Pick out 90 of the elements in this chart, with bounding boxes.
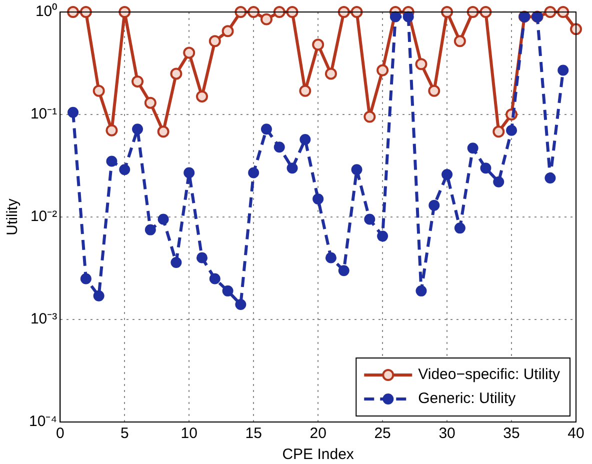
point: [390, 11, 401, 22]
point: [183, 46, 196, 59]
y-tick-label: 10⁻¹: [30, 106, 58, 123]
point: [570, 23, 582, 36]
point: [157, 126, 170, 138]
point: [428, 200, 440, 211]
y-tick-label: 10⁻²: [30, 208, 58, 226]
point: [170, 256, 182, 268]
legend-label: Generic: Utility: [418, 390, 516, 408]
point: [248, 6, 260, 18]
point: [466, 6, 479, 18]
point: [493, 176, 504, 188]
x-tick-label: 25: [374, 425, 391, 442]
point: [557, 6, 570, 18]
y-tick-label: 10⁰: [35, 3, 58, 20]
point: [544, 6, 556, 18]
point: [222, 25, 234, 38]
point: [92, 84, 105, 97]
point: [467, 142, 478, 154]
point: [300, 134, 311, 146]
point: [260, 13, 272, 26]
point: [80, 6, 92, 18]
point: [442, 168, 453, 180]
point: [364, 214, 376, 225]
point: [235, 299, 246, 310]
x-tick-label: 5: [120, 425, 129, 442]
point: [80, 273, 92, 284]
point: [273, 6, 286, 18]
point: [234, 6, 247, 18]
point: [338, 6, 350, 18]
point: [248, 167, 260, 178]
point: [68, 106, 79, 118]
point: [144, 224, 156, 236]
point: [324, 68, 337, 80]
point: [274, 142, 285, 153]
point: [351, 164, 362, 176]
point: [132, 124, 144, 135]
point: [286, 6, 298, 18]
x-tick-label: 10: [180, 425, 198, 442]
x-tick-label: 40: [568, 425, 584, 442]
point: [376, 64, 389, 76]
point: [364, 110, 376, 123]
point: [480, 6, 492, 18]
x-tick-label: 0: [56, 425, 64, 442]
point: [260, 124, 272, 135]
point: [106, 156, 118, 167]
point: [132, 75, 144, 88]
point: [93, 290, 104, 302]
point: [454, 35, 466, 48]
y-tick-label: 10⁻³: [30, 310, 58, 328]
point: [480, 162, 492, 174]
point: [377, 230, 388, 242]
point: [325, 252, 336, 264]
point: [184, 167, 195, 178]
legend-label: Video−specific: Utility: [418, 366, 560, 384]
point: [506, 124, 518, 136]
y-axis-title: Utility: [4, 198, 22, 236]
x-tick-label: 35: [503, 425, 520, 442]
point: [119, 164, 130, 176]
point: [222, 285, 234, 296]
point: [402, 11, 414, 22]
point: [544, 172, 556, 184]
point: [492, 126, 505, 138]
point: [209, 273, 220, 284]
point: [144, 96, 156, 109]
y-tick-label: 10⁻⁴: [28, 413, 58, 430]
x-tick-label: 15: [245, 425, 262, 442]
point: [415, 58, 428, 70]
point: [118, 6, 131, 18]
point: [196, 252, 208, 264]
point: [441, 6, 454, 18]
point: [312, 38, 324, 51]
point: [454, 222, 466, 234]
point: [299, 84, 312, 97]
point: [106, 124, 118, 136]
point: [208, 35, 221, 48]
x-axis-title: CPE Index: [282, 446, 354, 464]
point: [338, 265, 350, 276]
point: [196, 90, 208, 102]
point: [286, 162, 298, 174]
point: [350, 6, 363, 18]
x-tick-label: 30: [438, 425, 456, 442]
point: [558, 64, 569, 76]
point: [416, 285, 427, 296]
point: [158, 214, 169, 225]
point: [312, 193, 324, 204]
point: [67, 6, 80, 18]
point: [428, 84, 440, 97]
point: [170, 68, 182, 80]
x-tick-label: 20: [310, 425, 326, 442]
